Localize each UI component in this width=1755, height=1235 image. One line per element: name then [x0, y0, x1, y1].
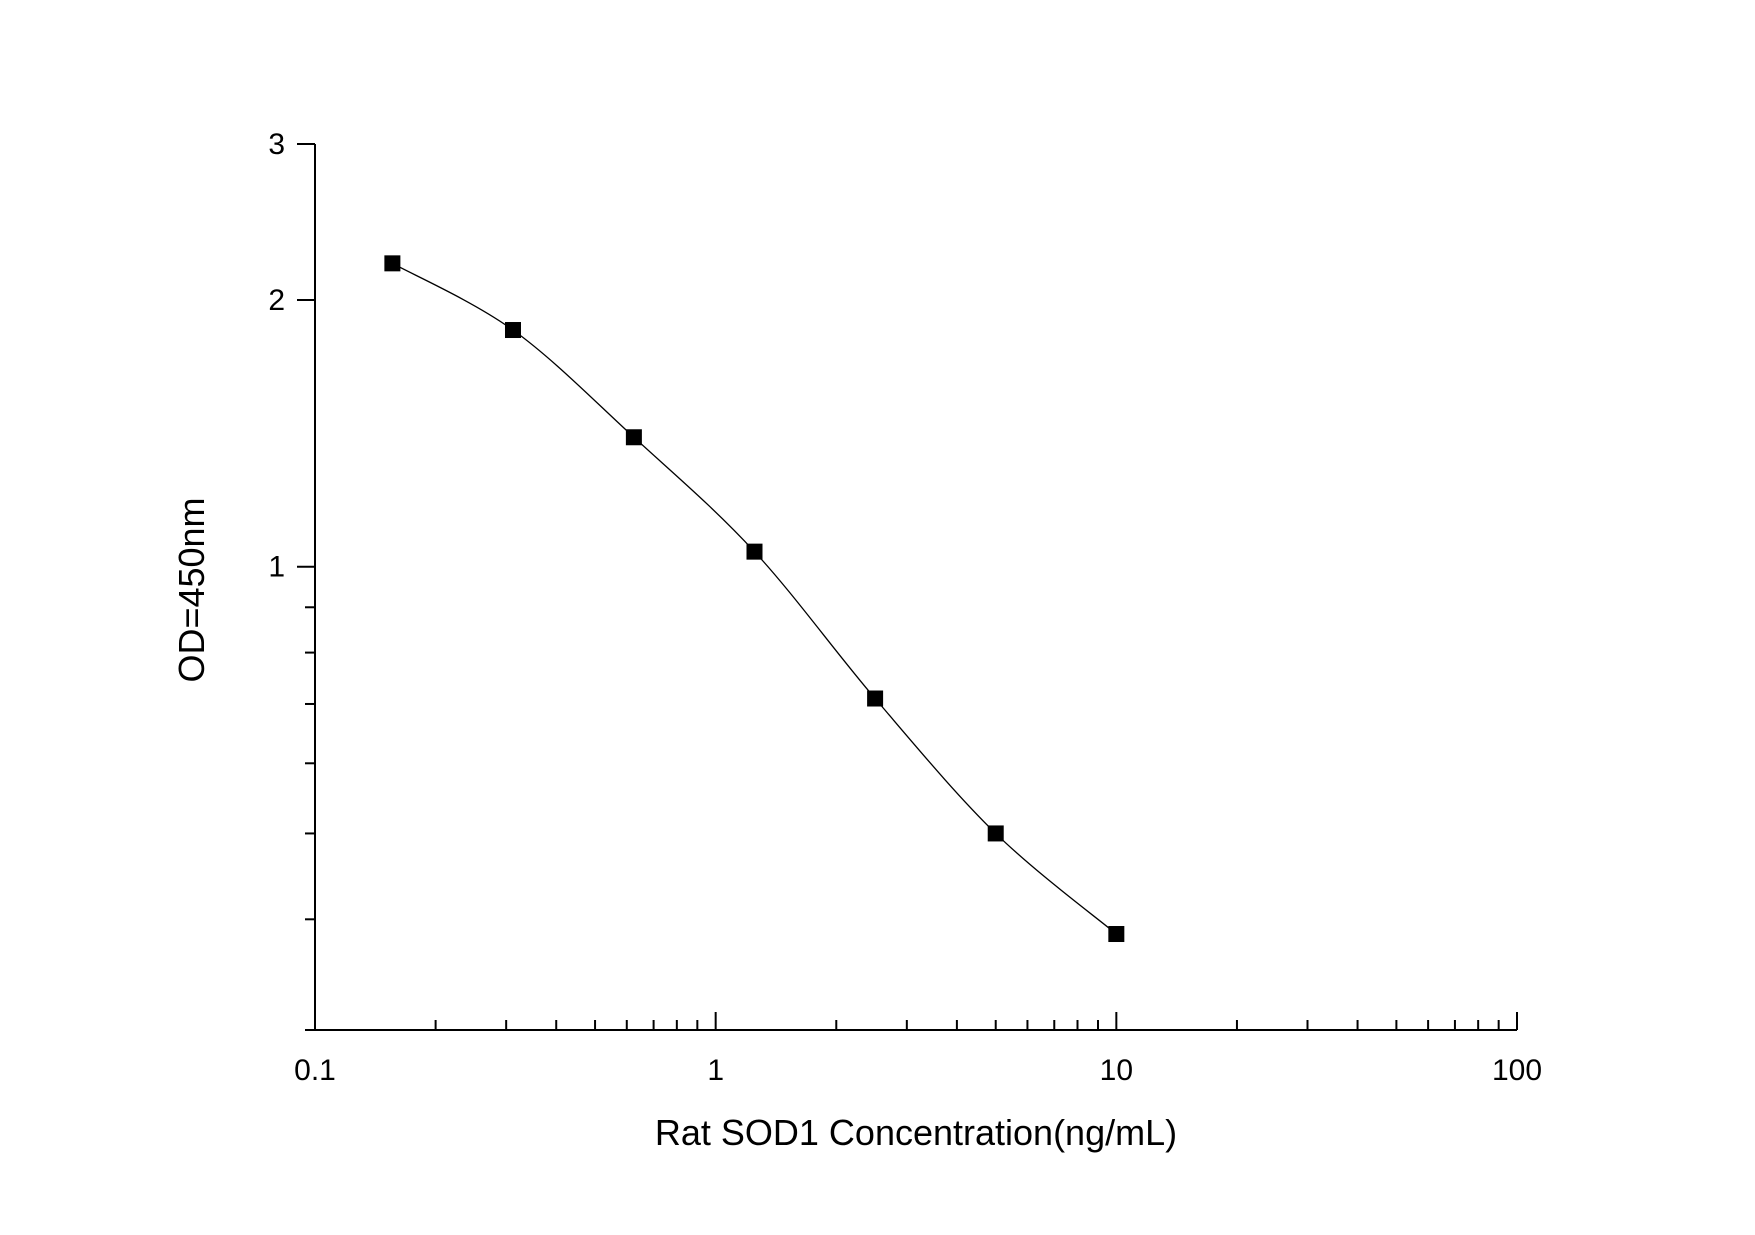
- axes: [314, 144, 1517, 1031]
- data-point: [384, 255, 401, 272]
- data-point: [867, 690, 884, 707]
- y-tick-label: 2: [268, 284, 285, 317]
- y-axis-label: OD=450nm: [171, 497, 212, 682]
- data-point: [625, 429, 642, 446]
- data-point: [1108, 926, 1125, 943]
- series-layer: [384, 255, 1125, 943]
- x-tick-label: 1: [707, 1054, 724, 1087]
- x-tick-label: 0.1: [294, 1054, 336, 1087]
- data-point: [746, 543, 763, 560]
- series-line: [392, 262, 1117, 935]
- y-axis-ticks: 1 2 3: [268, 128, 315, 1031]
- data-point: [987, 825, 1004, 842]
- data-point: [504, 322, 521, 339]
- x-tick-label: 100: [1492, 1054, 1542, 1087]
- x-tick-label: 10: [1100, 1054, 1133, 1087]
- x-axis-label: Rat SOD1 Concentration(ng/mL): [655, 1112, 1177, 1153]
- y-tick-label: 3: [268, 128, 285, 161]
- x-axis-ticks: 0.1 1 10 100: [294, 1012, 1542, 1087]
- y-tick-label: 1: [268, 551, 285, 584]
